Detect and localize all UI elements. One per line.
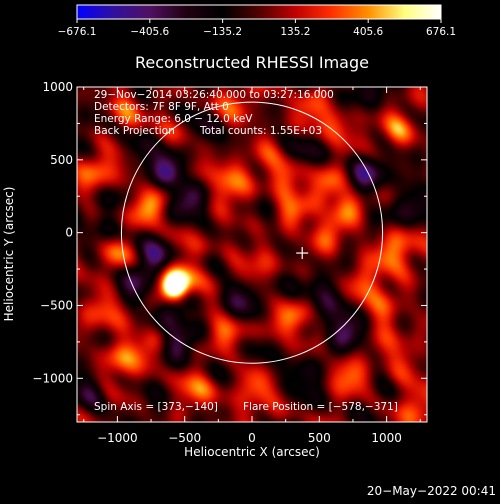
y-tick-label: 0 <box>65 226 73 240</box>
annotation-total-counts: Total counts: 1.55E+03 <box>199 125 322 137</box>
colorbar-tick-label: 135.2 <box>280 26 310 38</box>
y-tick-label: 1000 <box>42 80 73 94</box>
spin-axis-marker <box>296 247 309 260</box>
annotation-energy: Energy Range: 6.0 − 12.0 keV <box>94 113 253 125</box>
x-tick-label: −500 <box>168 431 201 445</box>
x-tick-label: 500 <box>308 431 331 445</box>
colorbar-tick-label: −676.1 <box>58 26 97 38</box>
x-tick-label: −1000 <box>97 431 138 445</box>
footer-timestamp: 20−May−2022 00:41 <box>367 484 496 498</box>
x-tick-label: 0 <box>248 431 256 445</box>
annotation-flare-position: Flare Position = [−578,−371] <box>243 401 398 413</box>
annotation-method: Back Projection <box>94 125 175 137</box>
annotation-spin-axis: Spin Axis = [373,−140] <box>94 401 218 413</box>
x-axis-label: Heliocentric X (arcsec) <box>184 445 320 459</box>
x-tick-label: 1000 <box>371 431 402 445</box>
annotations: 29−Nov−2014 03:26:40.000 to 03:27:16.000… <box>94 89 398 413</box>
colorbar-tick-label: 676.1 <box>426 26 456 38</box>
colorbar-ticks: −676.1 −405.6 −135.2 135.2 405.6 676.1 <box>58 19 456 38</box>
image-area <box>77 87 427 422</box>
colorbar: −676.1 −405.6 −135.2 135.2 405.6 676.1 <box>58 4 456 38</box>
y-tick-label: −500 <box>40 298 73 312</box>
colorbar-tick-label: −405.6 <box>130 26 169 38</box>
y-tick-label: 500 <box>50 153 73 167</box>
heatmap-image <box>77 87 427 422</box>
colorbar-tick-label: −135.2 <box>203 26 242 38</box>
x-axis: −1000 −500 0 500 1000 <box>83 87 421 445</box>
y-tick-label: −1000 <box>32 371 73 385</box>
annotation-time-range: 29−Nov−2014 03:26:40.000 to 03:27:16.000 <box>94 89 334 101</box>
y-axis: −1000 −500 0 500 1000 <box>32 80 427 416</box>
chart-title: Reconstructed RHESSI Image <box>135 53 369 72</box>
colorbar-gradient <box>76 4 442 20</box>
solar-limb-circle <box>120 101 384 364</box>
y-axis-label: Heliocentric Y (arcsec) <box>2 187 16 322</box>
colorbar-tick-label: 405.6 <box>353 26 383 38</box>
annotation-detectors: Detectors: 7F 8F 9F, Att 0 <box>94 101 229 113</box>
